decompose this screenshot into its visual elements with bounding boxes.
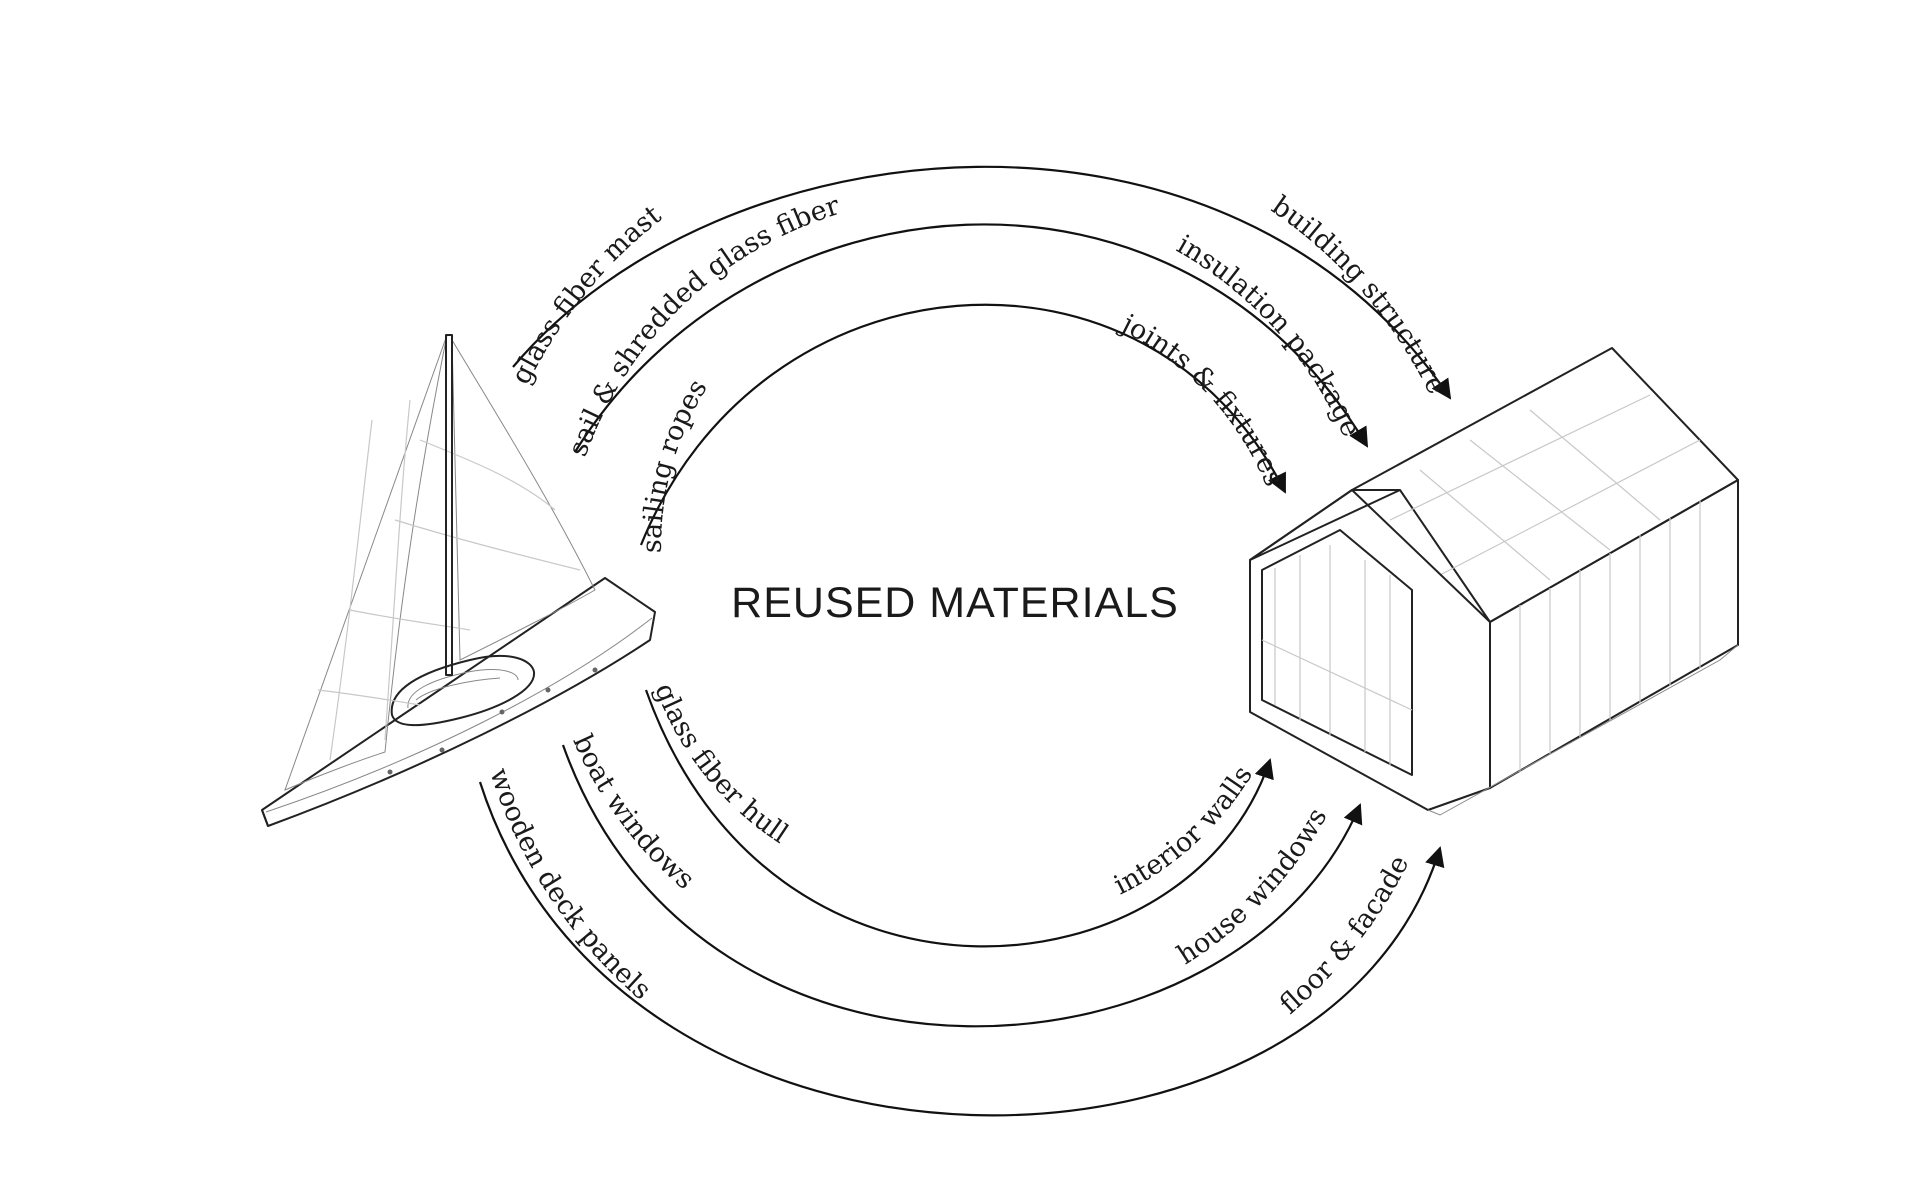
diagram-title: REUSED MATERIALS bbox=[731, 579, 1179, 627]
house-front-window bbox=[1261, 529, 1413, 776]
house-gable-wall bbox=[1249, 489, 1491, 811]
label-insulation-packages: insulation packages bbox=[0, 0, 1366, 441]
boat-mast bbox=[445, 334, 453, 676]
boat-sail-jib bbox=[284, 334, 448, 791]
house-illustration bbox=[1249, 347, 1739, 816]
bottom-labels: glass fiber hull boat windows wooden dec… bbox=[483, 679, 1415, 1020]
sailboat-illustration bbox=[261, 334, 656, 827]
boat-cabin bbox=[390, 655, 536, 727]
label-sail-shredded-glass-fiber: sail & shredded glass fiber bbox=[562, 190, 843, 460]
arrow-sail-shredded-glass-fiber bbox=[574, 223, 1369, 453]
arrow-sailing-ropes bbox=[639, 303, 1286, 546]
arrow-glass-fiber-hull bbox=[644, 689, 1274, 948]
top-arrows bbox=[512, 165, 1452, 546]
label-building-structure: building structure bbox=[1266, 190, 1452, 399]
arrow-wooden-deck-panels bbox=[478, 781, 1445, 1117]
label-joints-fixtures: joints & fixtures bbox=[1114, 307, 1289, 491]
label-sailing-ropes: sailing ropes bbox=[637, 374, 714, 553]
boat-hull bbox=[261, 577, 656, 827]
arrow-boat-windows bbox=[561, 744, 1363, 1028]
boat-sail-main bbox=[451, 338, 596, 661]
top-labels: glass fiber mast sail & shredded glass f… bbox=[0, 0, 1452, 553]
arrow-glass-fiber-mast bbox=[512, 165, 1452, 400]
bottom-arrows bbox=[478, 689, 1445, 1117]
house-side-wall bbox=[1489, 479, 1739, 789]
